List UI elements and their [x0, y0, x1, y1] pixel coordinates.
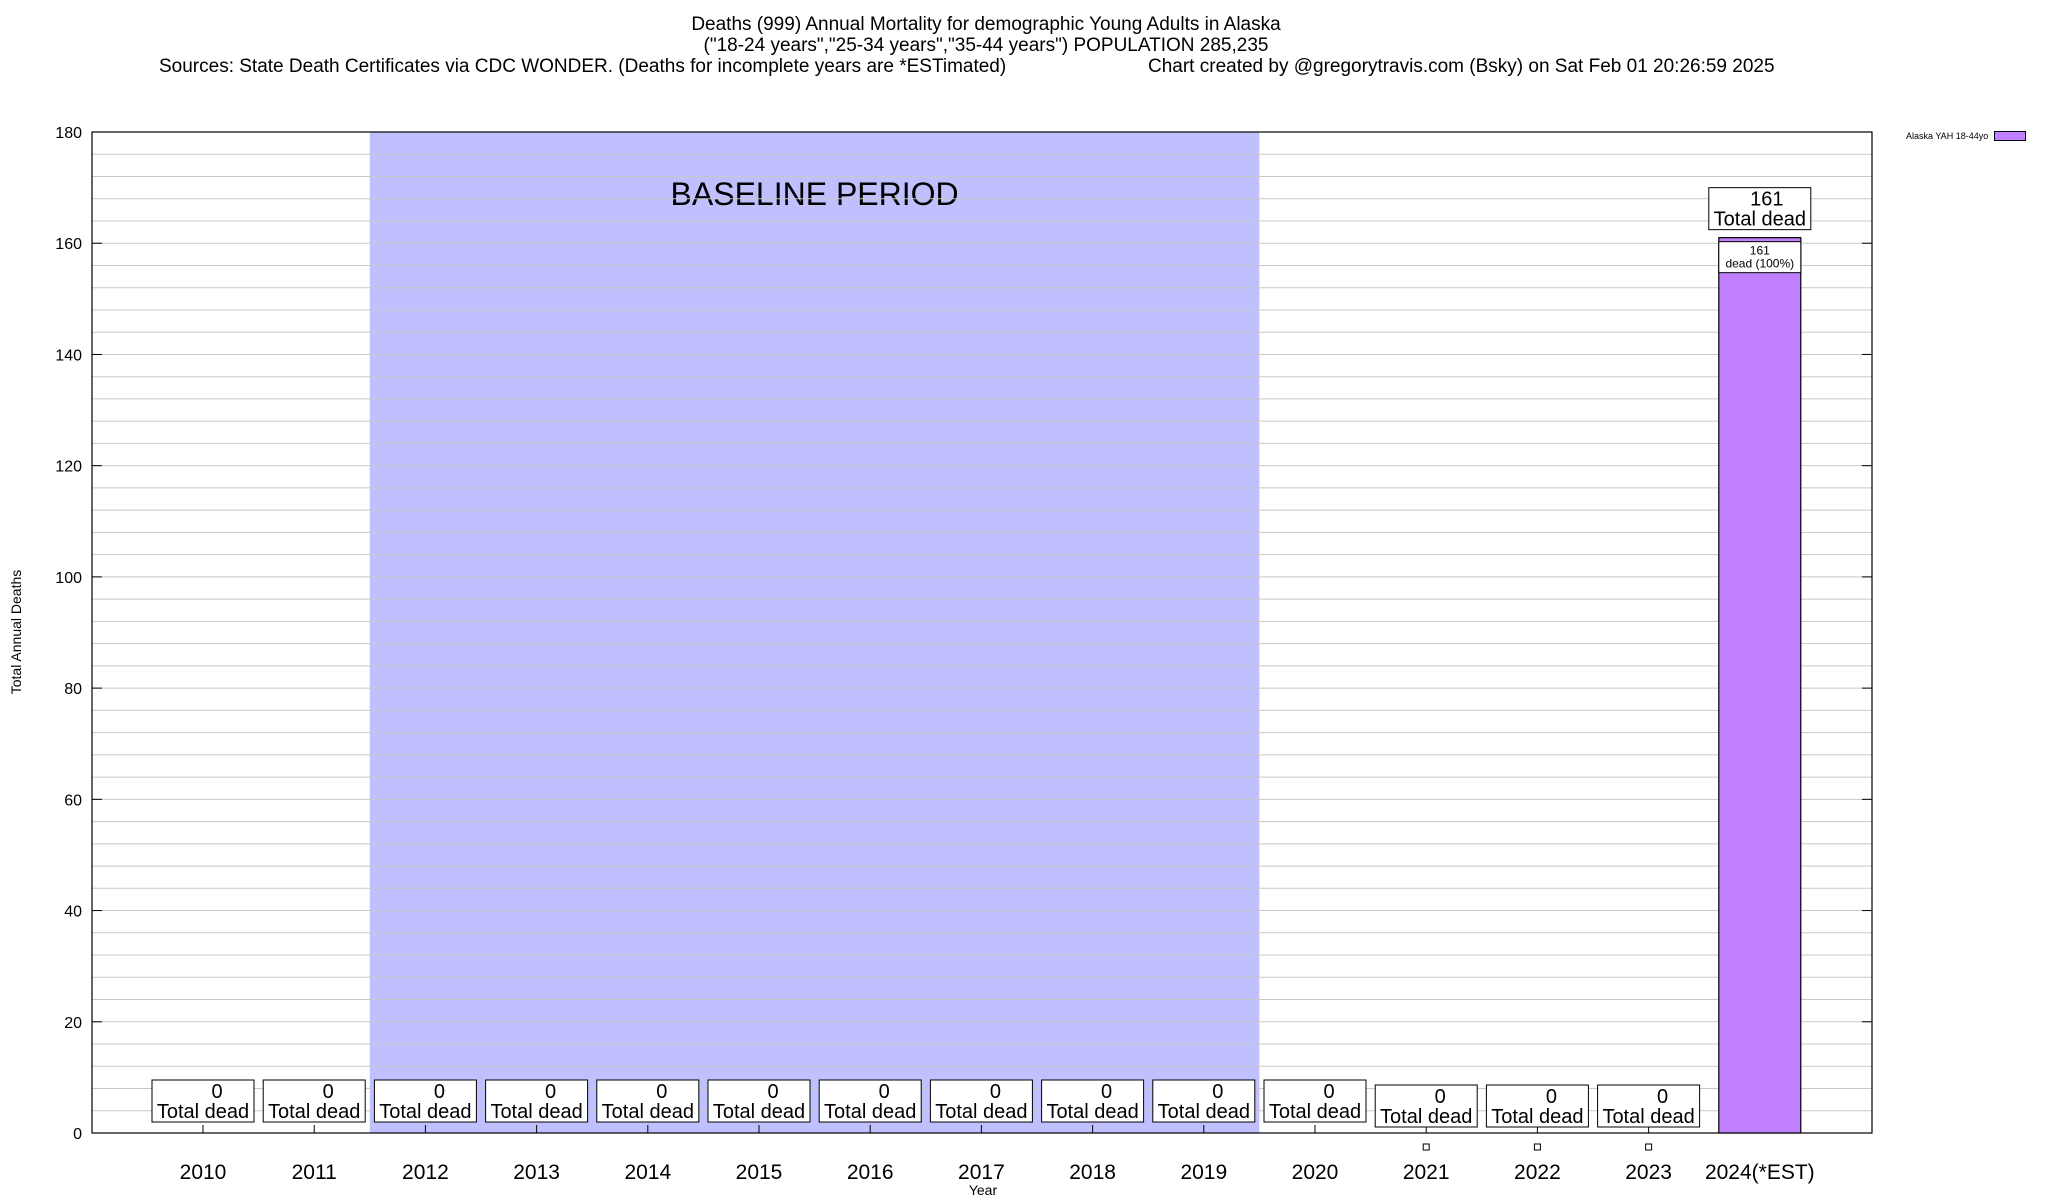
- total-label-value: 0: [1435, 1086, 1446, 1108]
- total-label-box: [151, 1079, 255, 1123]
- x-tick-label: 2017: [958, 1161, 1005, 1184]
- total-label-text: Total dead: [935, 1101, 1027, 1123]
- x-tick-label: 2022: [1514, 1161, 1561, 1184]
- total-label-text: Total dead: [1269, 1101, 1361, 1123]
- title-line-2: ("18-24 years","25-34 years","35-44 year…: [703, 35, 1269, 56]
- total-label-value: 0: [1101, 1081, 1112, 1103]
- y-tick-label: 140: [55, 347, 82, 364]
- total-label-value: 0: [434, 1081, 445, 1103]
- chart-title: Deaths (999) Annual Mortality for demogr…: [0, 14, 1972, 77]
- legend-swatch: [1994, 131, 2027, 141]
- x-tick-label: 2021: [1403, 1161, 1450, 1184]
- total-label-box: [485, 1079, 589, 1123]
- x-tick-label: 2019: [1180, 1161, 1227, 1184]
- total-label-box: [818, 1079, 922, 1123]
- bar-inner-label-box: [1718, 241, 1802, 274]
- y-tick-label: 20: [64, 1015, 82, 1032]
- total-label-box: [1708, 187, 1812, 231]
- total-label-text: Total dead: [379, 1101, 471, 1123]
- total-label-value: 0: [1657, 1086, 1668, 1108]
- y-tick-label: 0: [73, 1126, 82, 1143]
- y-tick-label: 180: [55, 125, 82, 142]
- total-label-value: 161: [1750, 189, 1783, 211]
- y-tick-label: 80: [64, 681, 82, 698]
- x-tick-label: 2018: [1069, 1161, 1116, 1184]
- total-label-box: [373, 1079, 477, 1123]
- total-label-value: 0: [879, 1081, 890, 1103]
- y-tick-label: 160: [55, 236, 82, 253]
- total-label-value: 0: [211, 1081, 222, 1103]
- title-line-1: Deaths (999) Annual Mortality for demogr…: [691, 14, 1281, 35]
- total-label-value: 0: [1212, 1081, 1223, 1103]
- y-tick-label: 100: [55, 570, 82, 587]
- total-label-box: [707, 1079, 811, 1123]
- x-tick-label: 2020: [1292, 1161, 1339, 1184]
- total-label-box: [1374, 1084, 1478, 1128]
- total-label-box: [1597, 1084, 1701, 1128]
- x-axis-label: Year: [969, 1182, 998, 1198]
- y-tick-label: 120: [55, 459, 82, 476]
- x-tick-label: 2013: [513, 1161, 560, 1184]
- plot-frame: [91, 131, 1873, 1134]
- zero-marker: [1422, 1143, 1430, 1151]
- total-label-text: Total dead: [490, 1101, 582, 1123]
- sources-note: Sources: State Death Certificates via CD…: [159, 56, 1007, 77]
- y-tick-label: 40: [64, 904, 82, 921]
- total-label-text: Total dead: [824, 1101, 916, 1123]
- total-label-value: 0: [767, 1081, 778, 1103]
- total-label-value: 0: [990, 1081, 1001, 1103]
- total-label-value: 0: [656, 1081, 667, 1103]
- legend: Alaska YAH 18-44yo: [1906, 131, 2027, 141]
- x-tick-label: 2011: [292, 1161, 337, 1184]
- x-tick-label: 2024(*EST): [1705, 1161, 1815, 1184]
- total-label-value: 0: [545, 1081, 556, 1103]
- x-tick-label: 2015: [736, 1161, 783, 1184]
- y-tick-label: 60: [64, 792, 82, 809]
- chart-credit: Chart created by @gregorytravis.com (Bsk…: [1148, 56, 1775, 77]
- total-label-text: Total dead: [1158, 1101, 1250, 1123]
- total-label-text: Total dead: [1046, 1101, 1138, 1123]
- total-label-text: Total dead: [1602, 1106, 1694, 1128]
- baseline-period-label: BASELINE PERIOD: [671, 176, 959, 212]
- x-tick-label: 2014: [624, 1161, 671, 1184]
- bar: [1718, 237, 1802, 1134]
- total-label-text: Total dead: [1714, 209, 1806, 231]
- y-axis-label: Total Annual Deaths: [8, 570, 24, 695]
- total-label-text: Total dead: [1380, 1106, 1472, 1128]
- total-label-box: [1485, 1084, 1589, 1128]
- total-label-box: [262, 1079, 366, 1123]
- baseline-period-band: [369, 132, 1260, 1133]
- total-label-text: Total dead: [268, 1101, 360, 1123]
- total-label-value: 0: [1546, 1086, 1557, 1108]
- bar-inner-label-pct: dead (100%): [1725, 257, 1794, 271]
- total-label-text: Total dead: [713, 1101, 805, 1123]
- x-tick-label: 2023: [1625, 1161, 1672, 1184]
- total-label-text: Total dead: [157, 1101, 249, 1123]
- total-label-value: 0: [323, 1081, 334, 1103]
- total-label-box: [1152, 1079, 1256, 1123]
- bar-inner-label-count: 161: [1750, 244, 1770, 258]
- zero-marker: [1645, 1143, 1653, 1151]
- total-label-box: [1041, 1079, 1145, 1123]
- total-label-text: Total dead: [602, 1101, 694, 1123]
- total-label-value: 0: [1323, 1081, 1334, 1103]
- legend-label: Alaska YAH 18-44yo: [1906, 131, 1989, 141]
- x-tick-label: 2016: [847, 1161, 894, 1184]
- total-label-box: [596, 1079, 700, 1123]
- total-label-box: [929, 1079, 1033, 1123]
- x-tick-label: 2010: [180, 1161, 227, 1184]
- total-label-box: [1263, 1079, 1367, 1123]
- zero-marker: [1533, 1143, 1541, 1151]
- total-label-text: Total dead: [1491, 1106, 1583, 1128]
- x-tick-label: 2012: [402, 1161, 449, 1184]
